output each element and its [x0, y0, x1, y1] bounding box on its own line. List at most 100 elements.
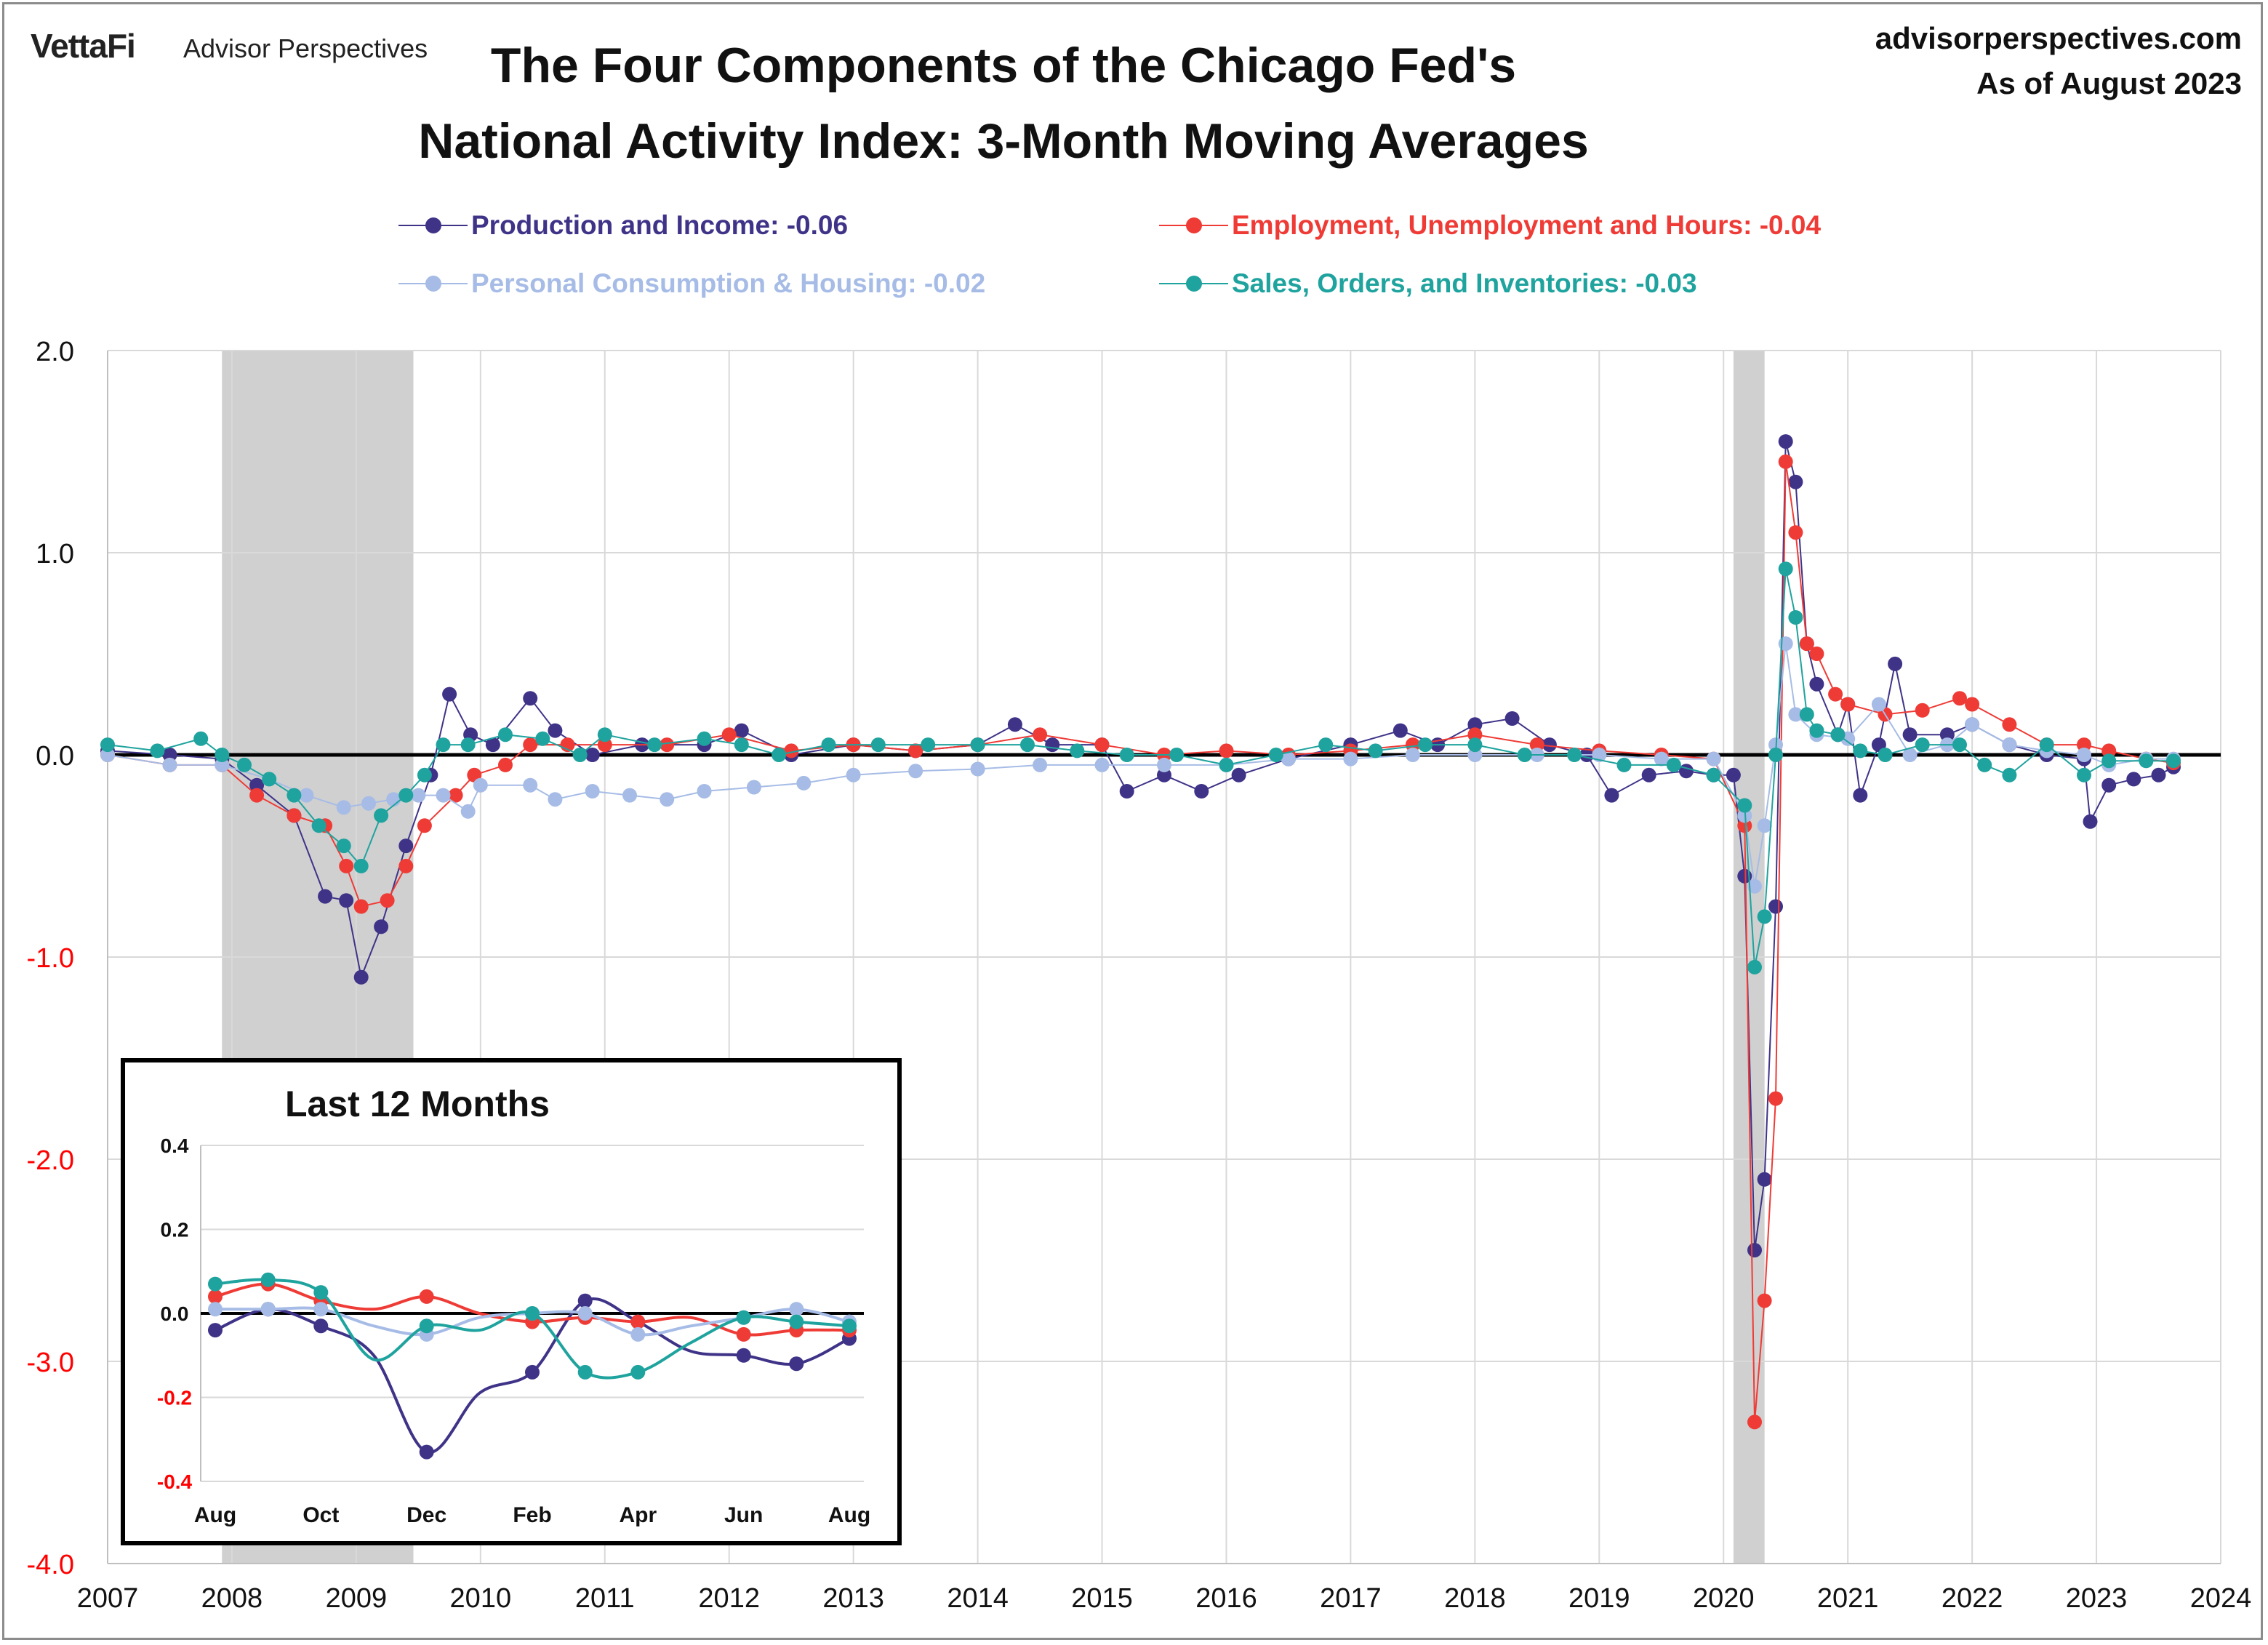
inset-data-point-employment-unemployment-and-hours	[419, 1289, 434, 1304]
data-point-sales-orders-and-inventories	[1878, 748, 1893, 762]
x-tick-label: 2012	[698, 1583, 760, 1614]
data-point-sales-orders-and-inventories	[2002, 767, 2017, 783]
data-point-production-and-income	[1467, 717, 1483, 732]
source-block: advisorperspectives.com As of August 202…	[1875, 16, 2242, 106]
inset-y-tick-label: -0.2	[157, 1387, 192, 1409]
x-tick-label: 2014	[947, 1583, 1009, 1614]
data-point-sales-orders-and-inventories	[286, 788, 302, 803]
data-point-employment-unemployment-and-hours	[1405, 737, 1420, 753]
data-point-personal-consumption-housing	[411, 788, 426, 803]
inset-y-tick-label: 0.4	[161, 1134, 189, 1157]
data-point-personal-consumption-housing	[1094, 757, 1110, 772]
x-tick-label: 2016	[1195, 1583, 1257, 1614]
inset-data-point-production-and-income	[419, 1444, 434, 1460]
data-point-sales-orders-and-inventories	[1169, 748, 1185, 762]
data-point-production-and-income	[1757, 1172, 1772, 1187]
x-tick-label: 2017	[1320, 1583, 1382, 1614]
data-point-sales-orders-and-inventories	[1788, 610, 1803, 625]
data-point-employment-unemployment-and-hours	[1952, 691, 1967, 706]
data-point-sales-orders-and-inventories	[237, 757, 252, 772]
inset-data-point-production-and-income	[577, 1293, 593, 1308]
data-point-personal-consumption-housing	[1871, 697, 1886, 712]
data-point-employment-unemployment-and-hours	[498, 757, 513, 772]
data-point-sales-orders-and-inventories	[215, 748, 230, 762]
data-point-production-and-income	[1726, 767, 1741, 783]
data-point-personal-consumption-housing	[1467, 748, 1483, 762]
data-point-sales-orders-and-inventories	[970, 737, 985, 753]
data-point-personal-consumption-housing	[1965, 717, 1980, 732]
inset-data-point-sales-orders-and-inventories	[419, 1318, 434, 1334]
data-point-sales-orders-and-inventories	[353, 858, 369, 873]
data-point-production-and-income	[1119, 784, 1134, 799]
x-tick-label: 2011	[575, 1583, 635, 1614]
inset-data-point-sales-orders-and-inventories	[630, 1364, 646, 1380]
inset-data-point-production-and-income	[313, 1318, 329, 1334]
x-tick-label: 2009	[326, 1583, 388, 1614]
data-point-employment-unemployment-and-hours	[1094, 737, 1110, 753]
inset-data-point-employment-unemployment-and-hours	[630, 1314, 646, 1329]
data-point-production-and-income	[485, 737, 500, 753]
data-point-production-and-income	[1007, 717, 1022, 732]
data-point-sales-orders-and-inventories	[1799, 707, 1814, 722]
data-point-personal-consumption-housing	[1405, 748, 1420, 762]
data-point-personal-consumption-housing	[2002, 737, 2017, 753]
data-point-employment-unemployment-and-hours	[398, 858, 414, 873]
inset-data-point-sales-orders-and-inventories	[260, 1272, 276, 1287]
series-line-production-and-income	[107, 441, 2174, 1251]
data-point-production-and-income	[398, 838, 414, 854]
data-point-personal-consumption-housing	[1902, 748, 1918, 762]
y-tick-label: -4.0	[27, 1550, 74, 1580]
data-point-production-and-income	[1768, 899, 1783, 914]
as-of-date: As of August 2023	[1976, 66, 2242, 100]
data-point-employment-unemployment-and-hours	[2002, 717, 2017, 732]
data-point-personal-consumption-housing	[1343, 751, 1358, 767]
data-point-sales-orders-and-inventories	[1952, 737, 1967, 753]
data-point-sales-orders-and-inventories	[821, 737, 836, 753]
x-tick-label: 2010	[450, 1583, 512, 1614]
data-point-employment-unemployment-and-hours	[353, 899, 369, 914]
data-point-employment-unemployment-and-hours	[417, 818, 432, 833]
data-point-employment-unemployment-and-hours	[1757, 1293, 1772, 1308]
data-point-employment-unemployment-and-hours	[1809, 647, 1824, 661]
data-point-sales-orders-and-inventories	[1666, 757, 1681, 772]
inset-data-point-production-and-income	[208, 1323, 223, 1338]
inset-data-point-personal-consumption-housing	[577, 1306, 593, 1321]
data-point-personal-consumption-housing	[100, 748, 115, 762]
data-point-personal-consumption-housing	[2077, 748, 2091, 762]
data-point-production-and-income	[1679, 764, 1694, 779]
data-point-personal-consumption-housing	[336, 800, 351, 815]
data-point-sales-orders-and-inventories	[1567, 748, 1582, 762]
y-tick-label: -1.0	[27, 943, 74, 974]
x-tick-label: 2018	[1444, 1583, 1506, 1614]
data-point-production-and-income	[1641, 767, 1656, 783]
data-point-sales-orders-and-inventories	[1830, 727, 1846, 743]
inset-data-point-sales-orders-and-inventories	[313, 1285, 329, 1300]
data-point-sales-orders-and-inventories	[1119, 748, 1134, 762]
inset-data-point-personal-consumption-housing	[630, 1326, 646, 1342]
site-url: advisorperspectives.com	[1875, 21, 2242, 55]
x-tick-label: 2023	[2066, 1583, 2128, 1614]
data-point-personal-consumption-housing	[1757, 818, 1772, 833]
inset-data-point-sales-orders-and-inventories	[577, 1364, 593, 1380]
data-point-personal-consumption-housing	[1706, 751, 1721, 767]
data-point-production-and-income	[585, 748, 600, 762]
inset-data-point-sales-orders-and-inventories	[525, 1306, 540, 1321]
inset-y-tick-label: 0.0	[161, 1302, 189, 1325]
data-point-production-and-income	[548, 723, 563, 738]
data-point-sales-orders-and-inventories	[436, 737, 451, 753]
y-tick-label: 1.0	[36, 539, 74, 569]
x-tick-label: 2021	[1817, 1583, 1879, 1614]
data-point-employment-unemployment-and-hours	[784, 743, 799, 759]
data-point-employment-unemployment-and-hours	[1828, 687, 1843, 702]
data-point-employment-unemployment-and-hours	[1467, 727, 1483, 743]
data-point-sales-orders-and-inventories	[311, 818, 326, 833]
data-point-sales-orders-and-inventories	[2101, 753, 2117, 769]
data-point-employment-unemployment-and-hours	[721, 727, 737, 743]
data-point-production-and-income	[2101, 777, 2117, 793]
data-point-sales-orders-and-inventories	[398, 788, 414, 803]
data-point-personal-consumption-housing	[697, 784, 712, 799]
inset-data-point-personal-consumption-housing	[313, 1302, 329, 1317]
data-point-sales-orders-and-inventories	[1809, 723, 1824, 738]
data-point-sales-orders-and-inventories	[100, 737, 115, 753]
data-point-sales-orders-and-inventories	[772, 748, 787, 762]
